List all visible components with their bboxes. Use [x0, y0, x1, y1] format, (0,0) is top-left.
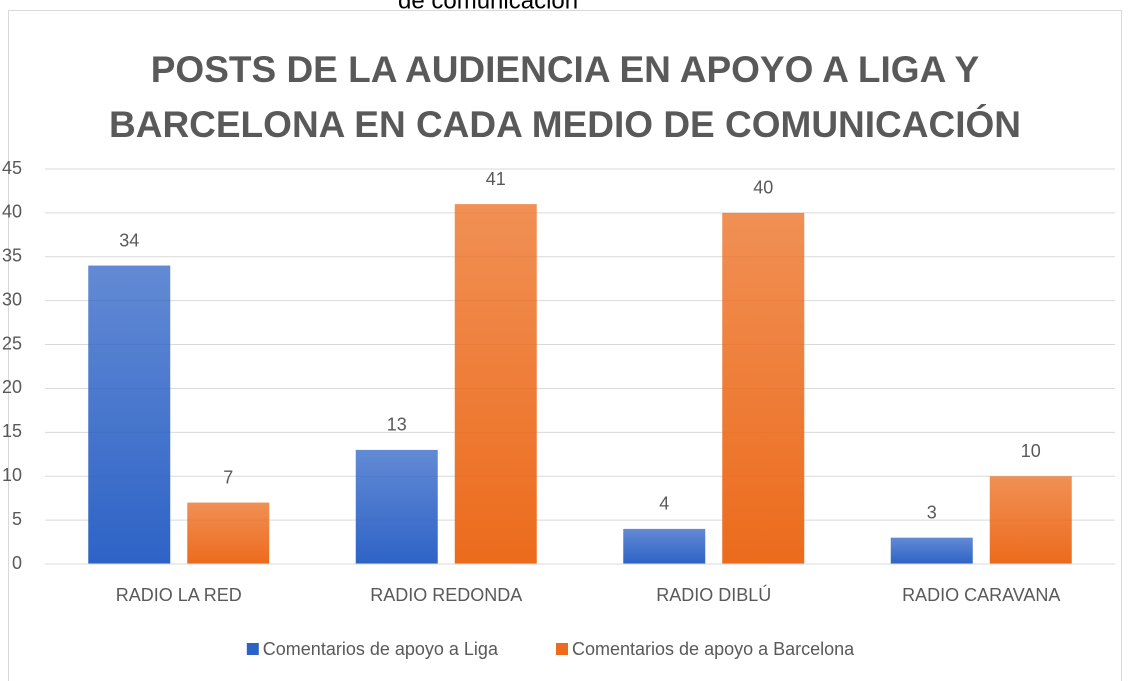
y-tick-label: 35: [2, 246, 22, 266]
data-label: 7: [223, 467, 233, 487]
data-label: 4: [659, 494, 669, 514]
legend-swatch: [556, 643, 568, 655]
bar: [989, 476, 1072, 564]
y-tick-label: 15: [2, 421, 22, 441]
data-label: 3: [927, 502, 937, 522]
chart-title: BARCELONA EN CADA MEDIO DE COMUNICACIÓN: [109, 103, 1021, 145]
y-tick-label: 25: [2, 333, 22, 353]
x-tick-label: RADIO DIBLÚ: [656, 584, 771, 605]
x-tick-label: RADIO CARAVANA: [902, 585, 1060, 605]
data-label: 40: [753, 178, 773, 198]
y-tick-label: 10: [2, 465, 22, 485]
bar: [187, 502, 270, 564]
legend-swatch: [246, 643, 259, 655]
data-label: 10: [1021, 441, 1041, 461]
chart-title: POSTS DE LA AUDIENCIA EN APOYO A LIGA Y: [151, 49, 980, 90]
bar: [454, 204, 537, 564]
y-tick-label: 30: [2, 289, 22, 309]
bar: [355, 449, 438, 564]
bar: [88, 265, 171, 564]
legend-label: Comentarios de apoyo a Barcelona: [572, 639, 855, 659]
y-tick-label: 20: [2, 377, 22, 397]
y-tick-label: 5: [12, 509, 22, 529]
bar: [722, 212, 805, 564]
data-label: 41: [486, 169, 506, 189]
legend-label: Comentarios de apoyo a Liga: [263, 639, 499, 659]
cropped-caption: de comunicación: [398, 0, 578, 14]
bar: [623, 528, 706, 564]
y-tick-label: 0: [12, 553, 22, 573]
chart-frame: [8, 10, 1122, 681]
y-tick-label: 45: [2, 158, 22, 178]
x-tick-label: RADIO REDONDA: [370, 585, 522, 605]
data-label: 13: [387, 415, 407, 435]
y-tick-label: 40: [2, 202, 22, 222]
bar: [890, 537, 973, 564]
x-tick-label: RADIO LA RED: [116, 585, 242, 605]
data-label: 34: [119, 230, 139, 250]
